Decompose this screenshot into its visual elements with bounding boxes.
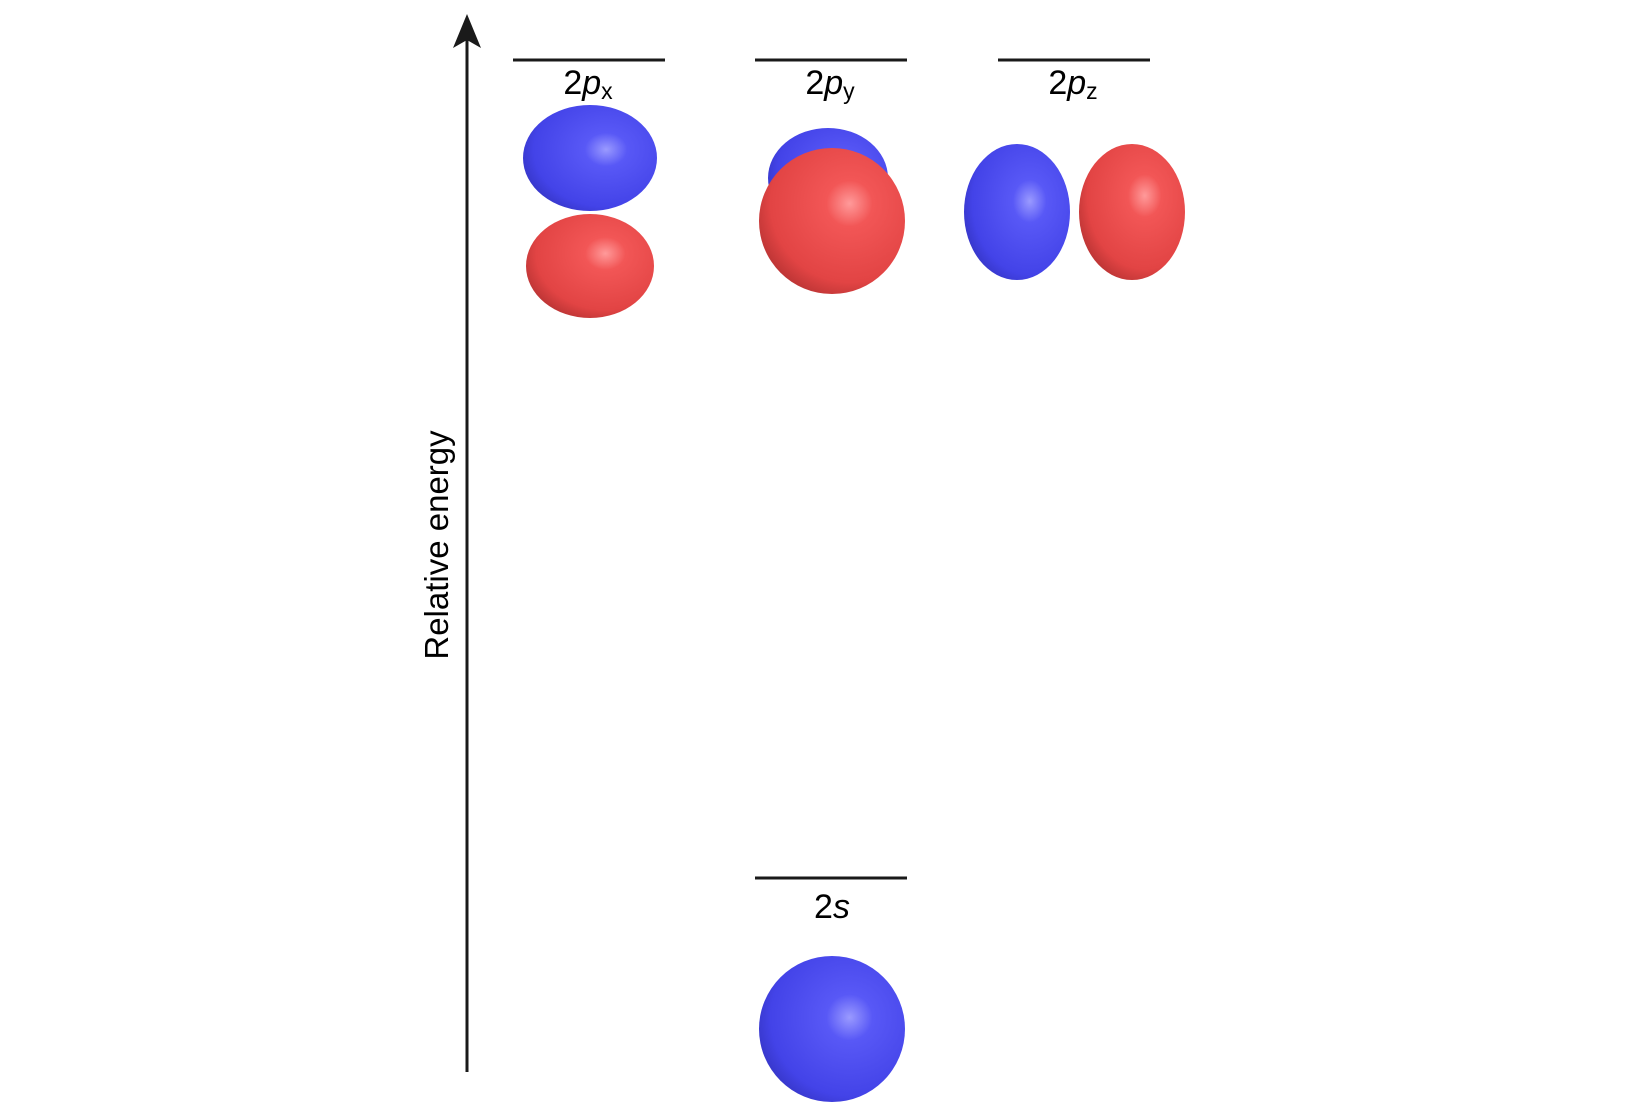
level-label: 2py xyxy=(805,64,855,104)
axis-label: Relative energy xyxy=(418,430,455,660)
2px-orbital xyxy=(523,105,657,318)
level-2pz: 2pz xyxy=(964,58,1185,280)
level-label: 2s xyxy=(814,888,850,926)
negative-lobe xyxy=(526,214,654,318)
negative-lobe xyxy=(759,148,905,294)
positive-lobe xyxy=(523,105,657,211)
level-2py: 2py xyxy=(755,58,907,294)
positive-lobe xyxy=(759,956,905,1102)
positive-lobe xyxy=(964,144,1070,280)
level-label: 2px xyxy=(563,64,613,104)
2py-orbital xyxy=(759,128,905,294)
2pz-orbital xyxy=(964,144,1185,280)
2s-orbital xyxy=(759,956,905,1102)
level-2px: 2px xyxy=(513,58,665,318)
axis-arrowhead-icon xyxy=(453,14,481,48)
level-2s: 2s xyxy=(755,876,907,1102)
level-label: 2pz xyxy=(1048,64,1097,104)
negative-lobe xyxy=(1079,144,1185,280)
energy-axis: Relative energy xyxy=(418,14,481,1072)
